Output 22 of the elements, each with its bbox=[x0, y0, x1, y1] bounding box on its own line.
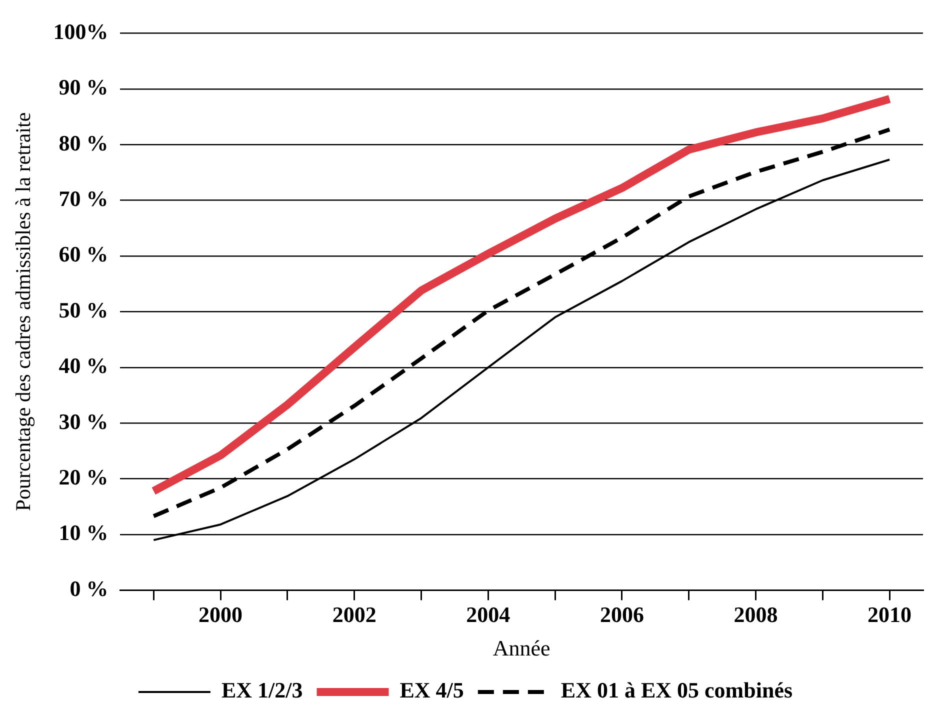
legend-label: EX 1/2/3 bbox=[221, 678, 303, 703]
y-tick-label: 40 % bbox=[58, 353, 108, 378]
x-tick-label: 2004 bbox=[466, 602, 510, 628]
y-tick-label: 70 % bbox=[58, 186, 108, 211]
x-axis-title: Année bbox=[492, 636, 550, 661]
y-tick-label: 100% bbox=[53, 18, 108, 44]
y-tick-label: 50 % bbox=[58, 297, 108, 322]
x-tick-label: 2010 bbox=[868, 602, 912, 628]
y-tick-label: 10 % bbox=[58, 520, 108, 546]
legend-label: EX 4/5 bbox=[400, 678, 464, 703]
x-tick-label: 2002 bbox=[332, 602, 376, 628]
x-tick-label: 2006 bbox=[600, 602, 644, 628]
legend-label: EX 01 à EX 05 combinés bbox=[560, 678, 793, 703]
y-tick-label: 90 % bbox=[58, 74, 108, 100]
y-tick-label: 20 % bbox=[58, 464, 108, 490]
x-tick-label: 2000 bbox=[198, 602, 243, 628]
x-tick-label: 2008 bbox=[734, 602, 778, 628]
y-tick-label: 80 % bbox=[58, 130, 108, 156]
y-axis-title: Pourcentage des cadres admissibles à la retraite bbox=[11, 112, 36, 512]
y-tick-label: 0 % bbox=[70, 576, 108, 601]
y-tick-label: 30 % bbox=[58, 408, 108, 434]
y-tick-label: 60 % bbox=[58, 242, 108, 267]
